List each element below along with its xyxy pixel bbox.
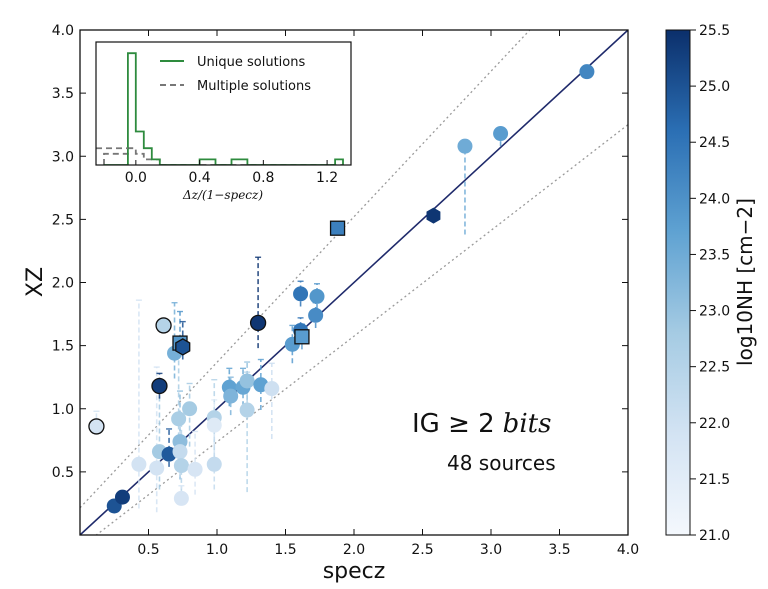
x-tick-label-7: 4.0: [617, 542, 639, 558]
data-point-31: [293, 286, 309, 302]
plot-area: 0.5 1.0 1.5 2.0 2.5 3.0 3.5 4.0 0.5 1.0 1.5 2.0 2.5…: [52, 23, 639, 558]
data-point-7: [155, 317, 172, 334]
x-tick-label-5: 3.0: [480, 542, 502, 558]
colorbar-tick-label-9: 25.5: [699, 23, 730, 39]
colorbar-ticks: 21.0 21.5 22.0 22.5 23.0 23.5 24.0 24.5 25.0 25.5: [690, 23, 730, 544]
ig-unit: bits: [503, 409, 552, 439]
x-tick-label-6: 3.5: [548, 542, 570, 558]
data-point-6: [151, 377, 168, 395]
data-point-35: [309, 288, 325, 304]
colorbar-label: log10NH [cm−2]: [733, 198, 757, 366]
data-point-hexagon-16: [175, 338, 191, 356]
inset-x-tick-label-3: 1.2: [316, 170, 338, 186]
data-point-39: [493, 126, 509, 142]
y-tick-label-4: 2.5: [52, 212, 74, 228]
x-tick-label-2: 1.5: [274, 542, 296, 558]
information-gain-annotation: IG ≥ 2 bits: [412, 409, 551, 439]
inset-legend: Unique solutions Multiple solutions: [160, 55, 311, 94]
data-point-0: [88, 418, 105, 435]
x-axis-ticks: 0.5 1.0 1.5 2.0 2.5 3.0 3.5 4.0: [137, 30, 639, 558]
colorbar-tick-label-5: 23.5: [699, 247, 730, 263]
data-point-25: [239, 373, 255, 389]
data-point-26: [239, 402, 255, 418]
colorbar-tick-label-2: 22.0: [699, 416, 730, 432]
ig-text: IG ≥ 2: [412, 409, 495, 439]
inset-histogram: 0.0 0.4 0.8 1.2 Δz/(1−specz) Unique solutio…: [95, 41, 352, 202]
y-axis-ticks: 0.5 1.0 1.5 2.0 2.5 3.0 3.5 4.0: [52, 23, 628, 481]
inset-background: [96, 42, 351, 165]
y-tick-label-1: 1.0: [52, 402, 74, 418]
inset-histogram-steps: [96, 52, 344, 165]
x-tick-label-1: 1.0: [206, 542, 228, 558]
colorbar-tick-label-3: 22.5: [699, 360, 730, 376]
colorbar-tick-label-6: 24.0: [699, 191, 730, 207]
data-point-20: [206, 417, 222, 433]
x-tick-label-3: 2.0: [343, 542, 365, 558]
data-point-hexagon-37: [426, 207, 441, 224]
colorbar: 21.0 21.5 22.0 22.5 23.0 23.5 24.0 24.5 25.0 25.5…: [665, 23, 757, 544]
colorbar-tick-label-0: 21.0: [699, 528, 730, 544]
inset-x-label: Δz/(1−specz): [182, 188, 263, 202]
y-tick-label-6: 3.5: [52, 86, 74, 102]
inset-frame: [95, 41, 352, 166]
data-point-29: [264, 381, 280, 397]
colorbar-gradient: [665, 29, 691, 536]
y-tick-label-7: 4.0: [52, 23, 74, 39]
inset-x-tick-label-2: 0.8: [252, 170, 274, 186]
data-point-17: [182, 401, 198, 417]
legend-label-unique: Unique solutions: [197, 55, 305, 70]
x-axis-label: specz: [323, 559, 386, 584]
data-point-34: [308, 307, 324, 323]
legend-label-multiple: Multiple solutions: [197, 79, 311, 94]
data-point-40: [579, 64, 595, 80]
line-lower-bound: [95, 124, 628, 535]
data-point-4: [149, 460, 165, 476]
data-point-2: [114, 489, 130, 505]
y-tick-label-0: 0.5: [52, 465, 74, 481]
colorbar-tick-label-8: 25.0: [699, 79, 730, 95]
y-tick-label-3: 2.0: [52, 276, 74, 292]
data-point-38: [457, 138, 473, 154]
data-point-3: [131, 456, 147, 472]
data-point-14: [173, 490, 189, 506]
y-tick-label-2: 1.5: [52, 339, 74, 355]
y-tick-label-5: 3.0: [52, 149, 74, 165]
data-point-18: [187, 461, 203, 477]
histogram-unique-solutions: [104, 52, 344, 165]
x-tick-label-0: 0.5: [137, 542, 159, 558]
data-point-13: [173, 458, 189, 474]
x-tick-label-4: 2.5: [411, 542, 433, 558]
data-points: [88, 64, 595, 514]
colorbar-tick-label-1: 21.5: [699, 472, 730, 488]
data-point-10: [171, 411, 187, 427]
data-point-square-36: [329, 220, 346, 236]
data-point-square-33: [294, 329, 310, 345]
data-point-23: [223, 388, 239, 404]
source-count-annotation: 48 sources: [447, 451, 556, 475]
inset-x-tick-label-0: 0.0: [125, 170, 147, 186]
data-point-21: [206, 456, 222, 472]
inset-x-ticks: 0.0 0.4 0.8 1.2: [125, 160, 338, 186]
inset-x-tick-label-1: 0.4: [188, 170, 210, 186]
colorbar-tick-label-7: 24.5: [699, 135, 730, 151]
y-axis-label: XZ: [23, 267, 48, 297]
colorbar-tick-label-4: 23.0: [699, 304, 730, 320]
data-point-12: [172, 444, 188, 460]
data-point-27: [249, 314, 267, 332]
